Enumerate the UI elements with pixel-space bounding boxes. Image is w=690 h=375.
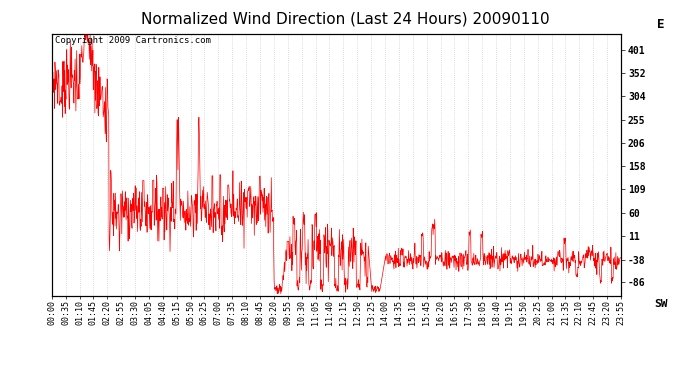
Text: Copyright 2009 Cartronics.com: Copyright 2009 Cartronics.com	[55, 36, 210, 45]
Text: Normalized Wind Direction (Last 24 Hours) 20090110: Normalized Wind Direction (Last 24 Hours…	[141, 11, 549, 26]
Text: E: E	[657, 18, 664, 31]
Text: SW: SW	[654, 299, 668, 309]
